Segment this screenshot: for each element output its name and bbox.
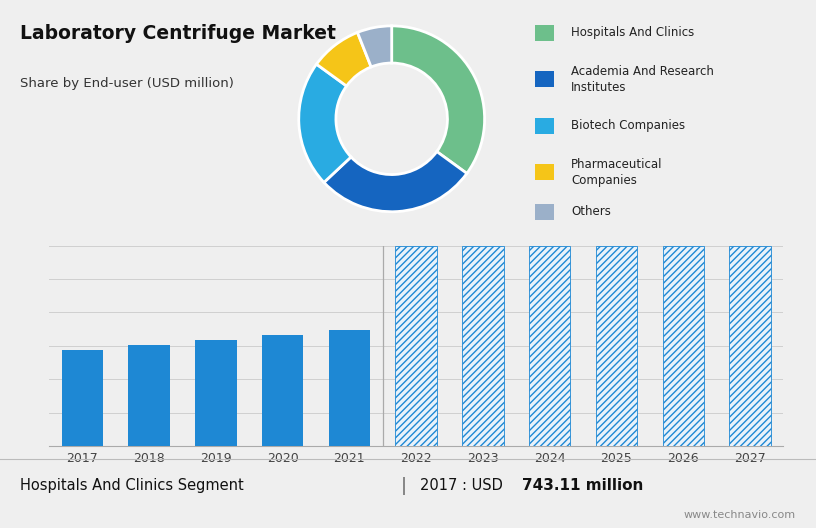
Wedge shape [317, 32, 371, 86]
Bar [329, 329, 370, 446]
FancyBboxPatch shape [534, 25, 555, 41]
FancyBboxPatch shape [534, 118, 555, 134]
Wedge shape [299, 64, 351, 182]
Bar [730, 246, 770, 446]
Wedge shape [324, 152, 467, 212]
Text: Others: Others [571, 205, 611, 218]
Bar [462, 246, 503, 446]
Text: Academia And Research
Institutes: Academia And Research Institutes [571, 65, 714, 94]
Text: www.technavio.com: www.technavio.com [684, 511, 796, 521]
Text: Hospitals And Clinics Segment: Hospitals And Clinics Segment [20, 478, 244, 493]
Text: Laboratory Centrifuge Market: Laboratory Centrifuge Market [20, 24, 336, 43]
Bar [663, 246, 704, 446]
Text: Hospitals And Clinics: Hospitals And Clinics [571, 26, 694, 40]
Bar [128, 345, 170, 446]
Bar [62, 350, 103, 446]
Text: 743.11 million: 743.11 million [522, 478, 644, 493]
Text: 2017 : USD: 2017 : USD [420, 478, 508, 493]
Wedge shape [392, 26, 485, 173]
Text: |: | [401, 477, 407, 495]
Text: Share by End-user (USD million): Share by End-user (USD million) [20, 77, 234, 90]
Bar [195, 340, 237, 446]
Wedge shape [357, 26, 392, 67]
Bar [262, 335, 304, 446]
FancyBboxPatch shape [534, 71, 555, 88]
FancyBboxPatch shape [534, 204, 555, 220]
Bar [529, 246, 570, 446]
Text: Pharmaceutical
Companies: Pharmaceutical Companies [571, 158, 663, 187]
Bar [396, 246, 437, 446]
Bar [596, 246, 637, 446]
Text: Biotech Companies: Biotech Companies [571, 119, 685, 133]
FancyBboxPatch shape [534, 164, 555, 181]
